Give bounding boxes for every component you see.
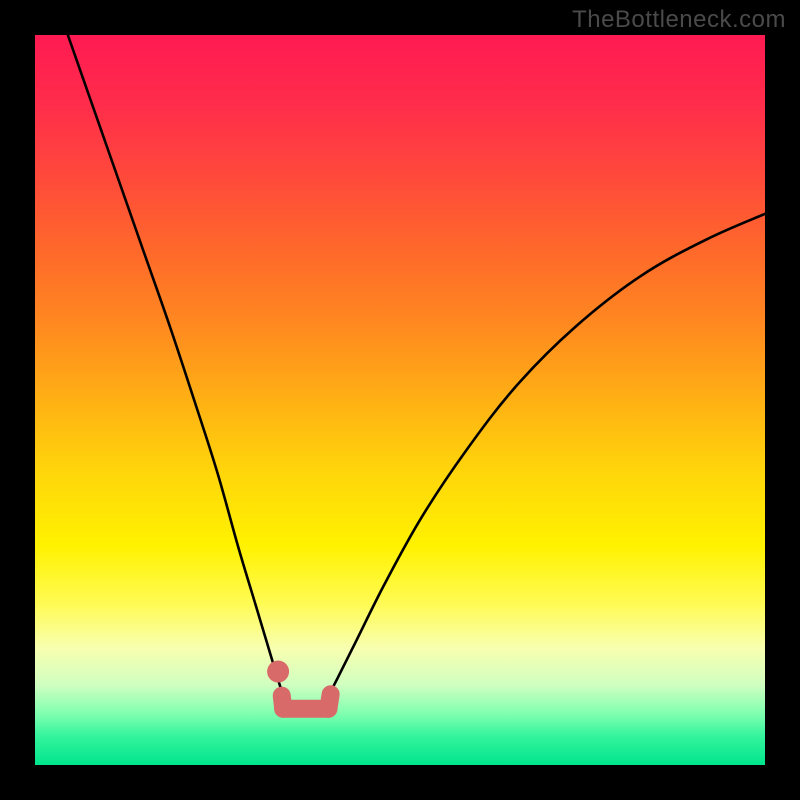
optimum-marker [267,661,331,709]
curve-right-branch [328,214,765,696]
watermark-text: TheBottleneck.com [572,6,786,34]
curve-left-branch [68,35,283,696]
bottleneck-curve [35,35,765,765]
plot-area [35,35,765,765]
